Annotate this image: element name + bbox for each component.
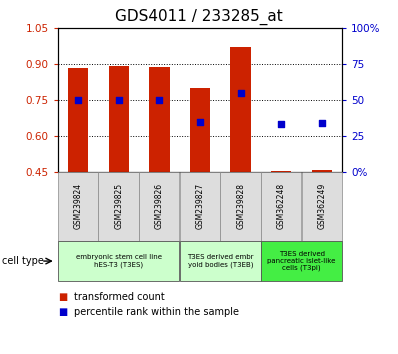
Text: GSM239825: GSM239825 xyxy=(114,183,123,229)
Text: transformed count: transformed count xyxy=(74,292,164,302)
Point xyxy=(319,120,325,126)
Bar xyxy=(149,67,170,172)
Text: GSM362248: GSM362248 xyxy=(277,183,286,229)
Bar xyxy=(190,88,210,172)
Text: GSM239827: GSM239827 xyxy=(195,183,205,229)
Text: cell type: cell type xyxy=(2,256,44,266)
Text: embryonic stem cell line
hES-T3 (T3ES): embryonic stem cell line hES-T3 (T3ES) xyxy=(76,254,162,268)
Point xyxy=(238,90,244,96)
Point xyxy=(197,119,203,124)
Text: GDS4011 / 233285_at: GDS4011 / 233285_at xyxy=(115,9,283,25)
Text: T3ES derived
pancreatic islet-like
cells (T3pi): T3ES derived pancreatic islet-like cells… xyxy=(267,251,336,271)
Point xyxy=(278,121,285,127)
Bar xyxy=(271,171,291,172)
Bar xyxy=(312,171,332,172)
Text: ■: ■ xyxy=(58,292,67,302)
Text: GSM239828: GSM239828 xyxy=(236,183,245,229)
Text: GSM362249: GSM362249 xyxy=(318,183,326,229)
Text: T3ES derived embr
yoid bodies (T3EB): T3ES derived embr yoid bodies (T3EB) xyxy=(187,254,254,268)
Text: GSM239826: GSM239826 xyxy=(155,183,164,229)
Point xyxy=(75,97,81,103)
Bar xyxy=(68,68,88,172)
Text: GSM239824: GSM239824 xyxy=(74,183,82,229)
Point xyxy=(115,97,122,103)
Text: ■: ■ xyxy=(58,307,67,316)
Bar xyxy=(230,47,251,172)
Text: percentile rank within the sample: percentile rank within the sample xyxy=(74,307,239,316)
Point xyxy=(156,97,162,103)
Bar xyxy=(109,66,129,172)
